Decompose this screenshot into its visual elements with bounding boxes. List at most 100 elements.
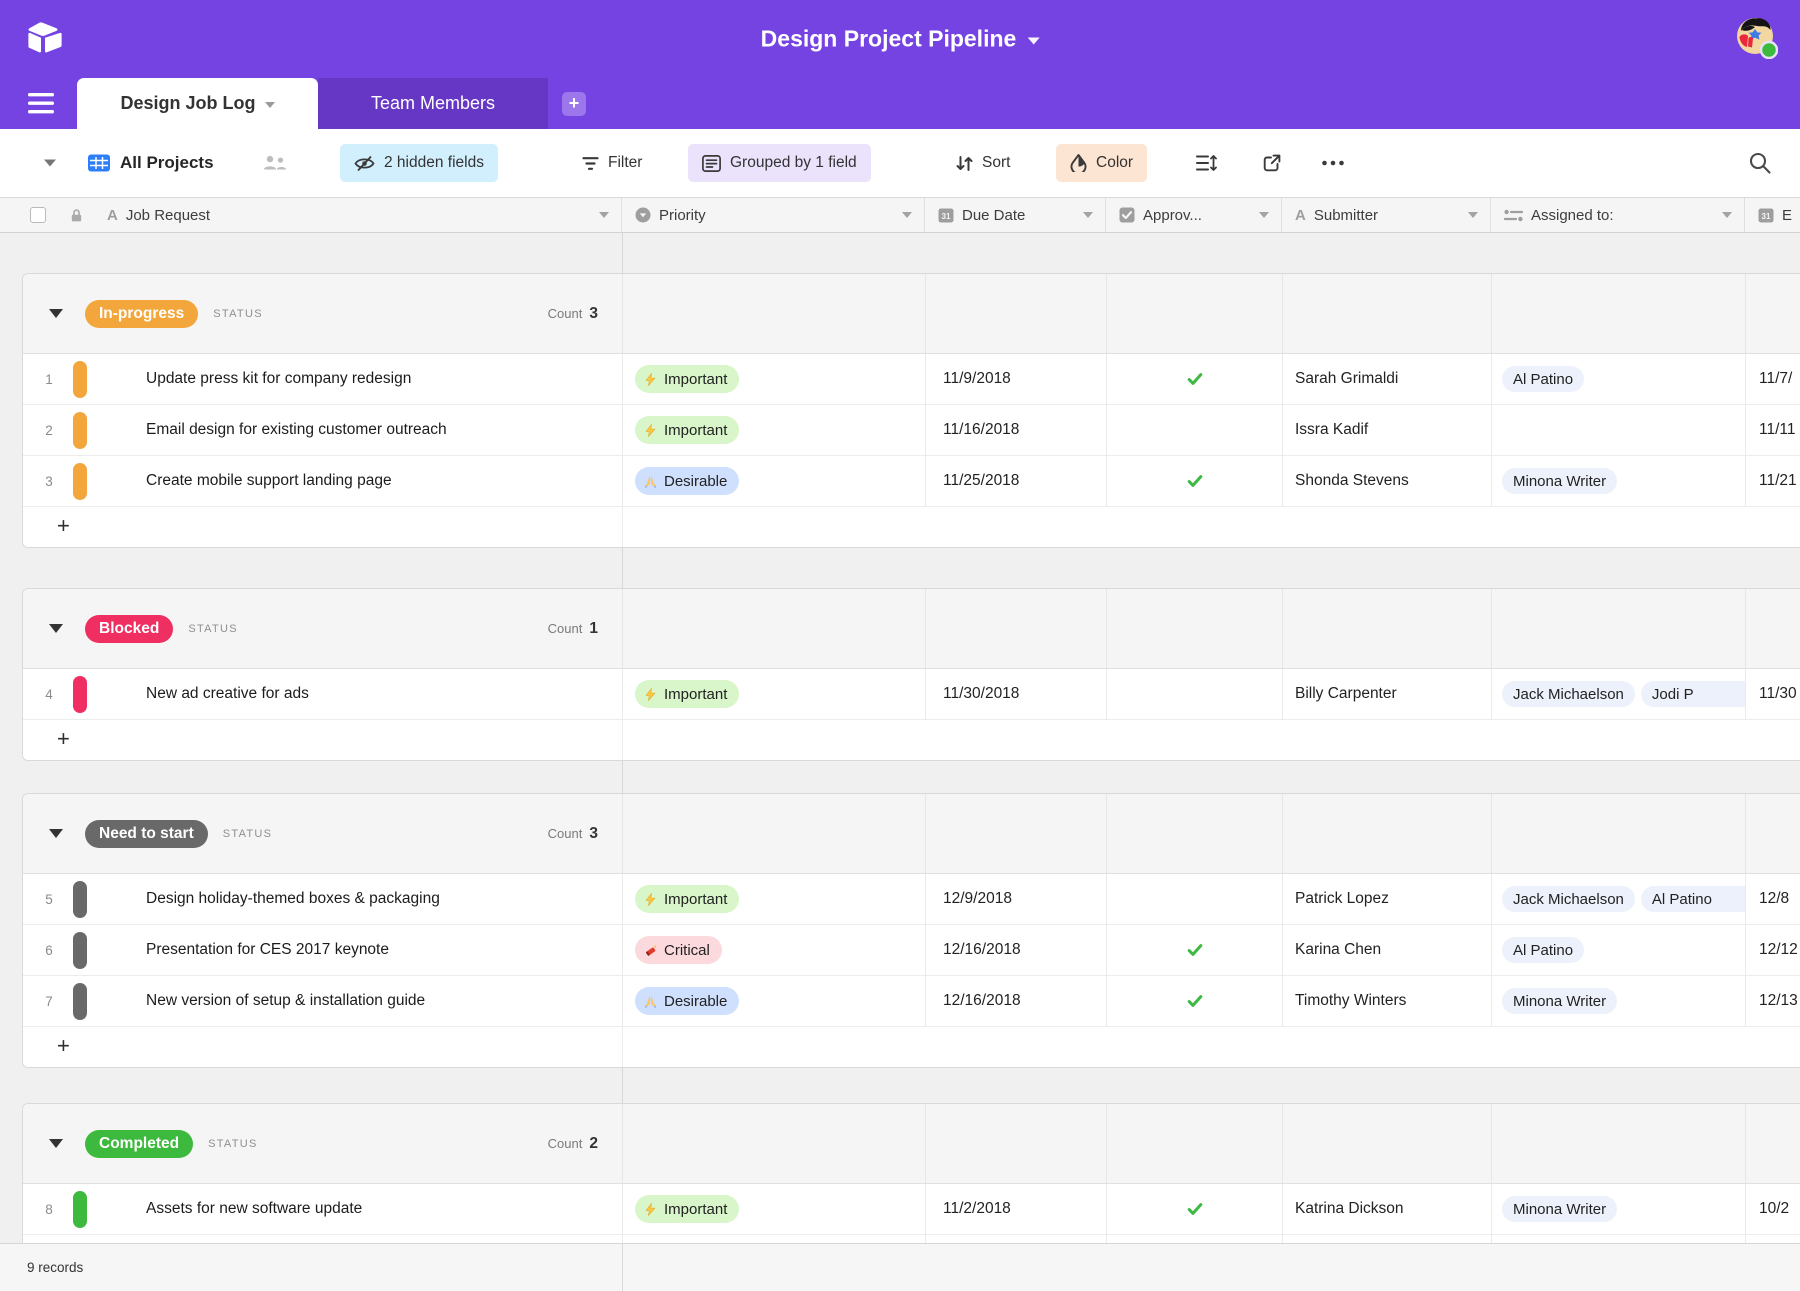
table-row[interactable]: 2 Email design for existing customer out… — [23, 405, 1800, 456]
view-name[interactable]: All Projects — [120, 153, 214, 173]
cell-end-date[interactable]: 12/12 — [1746, 925, 1800, 975]
chevron-down-icon[interactable] — [1722, 212, 1732, 218]
table-row[interactable]: 5 Design holiday-themed boxes & packagin… — [23, 874, 1800, 925]
chevron-down-icon[interactable] — [902, 212, 912, 218]
cell-submitter[interactable]: Shonda Stevens — [1283, 456, 1492, 506]
chevron-down-icon[interactable] — [1083, 212, 1093, 218]
airtable-logo[interactable] — [26, 21, 64, 55]
color-button[interactable]: Color — [1056, 144, 1147, 182]
tab-design-job-log[interactable]: Design Job Log — [77, 78, 318, 129]
cell-due-date[interactable]: 11/9/2018 — [926, 354, 1107, 404]
cell-assigned-to[interactable]: Jack MichaelsonAl Patino — [1492, 874, 1746, 924]
cell-priority[interactable]: Desirable — [623, 456, 926, 506]
column-header-job-request[interactable]: A Job Request — [0, 198, 622, 232]
cell-submitter[interactable]: Issra Kadif — [1283, 405, 1492, 455]
cell-submitter[interactable]: Timothy Winters — [1283, 976, 1492, 1026]
cell-approved[interactable] — [1107, 976, 1283, 1026]
cell-approved[interactable] — [1107, 925, 1283, 975]
add-record-row[interactable]: + — [23, 507, 1800, 547]
hidden-fields-button[interactable]: 2 hidden fields — [340, 144, 498, 182]
cell-assigned-to[interactable]: Al Patino — [1492, 925, 1746, 975]
cell-job-request[interactable]: 8 Assets for new software update — [23, 1184, 623, 1234]
cell-end-date[interactable]: 11/30 — [1746, 669, 1800, 719]
group-collapse-caret[interactable] — [49, 1139, 63, 1148]
group-collapse-caret[interactable] — [49, 624, 63, 633]
cell-job-request[interactable]: 7 New version of setup & installation gu… — [23, 976, 623, 1026]
cell-end-date[interactable]: 12/13 — [1746, 976, 1800, 1026]
cell-end-date[interactable]: 12/8 — [1746, 874, 1800, 924]
cell-priority[interactable]: Important — [623, 354, 926, 404]
cell-priority[interactable]: Important — [623, 405, 926, 455]
view-sidebar-toggle[interactable] — [44, 160, 56, 167]
cell-submitter[interactable]: Karina Chen — [1283, 925, 1492, 975]
cell-job-request[interactable]: 4 New ad creative for ads — [23, 669, 623, 719]
collaborators-icon[interactable] — [263, 156, 287, 171]
cell-submitter[interactable]: Katrina Dickson — [1283, 1184, 1492, 1234]
cell-end-date[interactable]: 10/2 — [1746, 1184, 1800, 1234]
cell-assigned-to[interactable]: Al Patino — [1492, 354, 1746, 404]
cell-due-date[interactable]: 11/30/2018 — [926, 669, 1107, 719]
column-header-priority[interactable]: Priority — [622, 198, 925, 232]
cell-priority[interactable]: Critical — [623, 925, 926, 975]
chevron-down-icon[interactable] — [599, 212, 609, 218]
group-button[interactable]: Grouped by 1 field — [688, 144, 871, 182]
group-collapse-caret[interactable] — [49, 309, 63, 318]
cell-assigned-to[interactable]: Minona Writer — [1492, 456, 1746, 506]
filter-button[interactable]: Filter — [582, 154, 642, 172]
add-record-row[interactable]: + — [23, 1027, 1800, 1067]
table-row[interactable]: 6 Presentation for CES 2017 keynote Crit… — [23, 925, 1800, 976]
cell-submitter[interactable]: Sarah Grimaldi — [1283, 354, 1492, 404]
cell-approved[interactable] — [1107, 456, 1283, 506]
hamburger-menu-icon[interactable] — [28, 93, 54, 114]
cell-job-request[interactable]: 6 Presentation for CES 2017 keynote — [23, 925, 623, 975]
sort-button[interactable]: Sort — [956, 154, 1010, 172]
table-row[interactable]: 3 Create mobile support landing page Des… — [23, 456, 1800, 507]
cell-job-request[interactable]: 1 Update press kit for company redesign — [23, 354, 623, 404]
base-title-menu[interactable]: Design Project Pipeline — [761, 26, 1040, 53]
tab-team-members[interactable]: Team Members — [318, 78, 548, 129]
column-header-due-date[interactable]: 31 Due Date — [925, 198, 1106, 232]
cell-approved[interactable] — [1107, 405, 1283, 455]
add-table-button[interactable]: + — [562, 92, 586, 116]
cell-job-request[interactable]: 5 Design holiday-themed boxes & packagin… — [23, 874, 623, 924]
cell-end-date[interactable]: 11/7/ — [1746, 354, 1800, 404]
search-button[interactable] — [1748, 151, 1772, 175]
table-row[interactable]: 4 New ad creative for ads Important 11/3… — [23, 669, 1800, 720]
row-height-button[interactable] — [1196, 155, 1217, 172]
cell-due-date[interactable]: 12/16/2018 — [926, 925, 1107, 975]
cell-assigned-to[interactable]: Jack MichaelsonJodi P — [1492, 669, 1746, 719]
cell-priority[interactable]: Important — [623, 669, 926, 719]
cell-assigned-to[interactable] — [1492, 405, 1746, 455]
select-all-checkbox[interactable] — [30, 207, 46, 223]
cell-assigned-to[interactable]: Minona Writer — [1492, 976, 1746, 1026]
column-header-submitter[interactable]: A Submitter — [1282, 198, 1491, 232]
cell-priority[interactable]: Important — [623, 1184, 926, 1234]
cell-submitter[interactable]: Billy Carpenter — [1283, 669, 1492, 719]
column-header-approved[interactable]: Approv... — [1106, 198, 1282, 232]
cell-due-date[interactable]: 11/25/2018 — [926, 456, 1107, 506]
user-avatar[interactable] — [1736, 17, 1778, 59]
cell-end-date[interactable]: 11/21 — [1746, 456, 1800, 506]
cell-approved[interactable] — [1107, 354, 1283, 404]
table-row[interactable]: 1 Update press kit for company redesign … — [23, 354, 1800, 405]
cell-assigned-to[interactable]: Minona Writer — [1492, 1184, 1746, 1234]
table-row[interactable]: 8 Assets for new software update Importa… — [23, 1184, 1800, 1235]
table-row[interactable]: 7 New version of setup & installation gu… — [23, 976, 1800, 1027]
cell-priority[interactable]: Desirable — [623, 976, 926, 1026]
cell-end-date[interactable]: 11/11 — [1746, 405, 1800, 455]
more-options-button[interactable] — [1322, 161, 1344, 166]
chevron-down-icon[interactable] — [1468, 212, 1478, 218]
cell-priority[interactable]: Important — [623, 874, 926, 924]
group-collapse-caret[interactable] — [49, 829, 63, 838]
cell-job-request[interactable]: 2 Email design for existing customer out… — [23, 405, 623, 455]
add-record-row[interactable]: + — [23, 720, 1800, 760]
column-header-end-date[interactable]: 31 E — [1745, 198, 1800, 232]
cell-submitter[interactable]: Patrick Lopez — [1283, 874, 1492, 924]
cell-due-date[interactable]: 12/16/2018 — [926, 976, 1107, 1026]
cell-due-date[interactable]: 11/2/2018 — [926, 1184, 1107, 1234]
cell-approved[interactable] — [1107, 669, 1283, 719]
cell-due-date[interactable]: 11/16/2018 — [926, 405, 1107, 455]
cell-approved[interactable] — [1107, 1184, 1283, 1234]
cell-job-request[interactable]: 3 Create mobile support landing page — [23, 456, 623, 506]
cell-approved[interactable] — [1107, 874, 1283, 924]
